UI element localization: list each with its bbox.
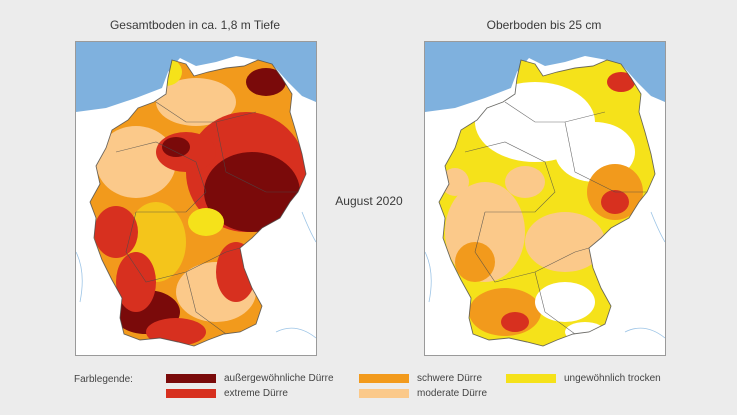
legend-swatch bbox=[166, 389, 216, 398]
legend-swatch bbox=[359, 374, 409, 383]
left-map-svg bbox=[76, 42, 316, 355]
legend-item-label: schwere Dürre bbox=[417, 373, 483, 384]
left-map-title: Gesamtboden in ca. 1,8 m Tiefe bbox=[109, 18, 281, 32]
right-map-title: Oberboden bis 25 cm bbox=[486, 18, 602, 32]
legend-swatch bbox=[506, 374, 556, 383]
period-label: August 2020 bbox=[335, 194, 403, 208]
sea-area bbox=[425, 42, 665, 112]
legend-item-label: ungewöhnlich trocken bbox=[564, 373, 661, 384]
right-map bbox=[424, 41, 666, 356]
legend-item-label: moderate Dürre bbox=[417, 388, 488, 399]
legend-item-label: extreme Dürre bbox=[224, 388, 288, 399]
legend-swatch bbox=[359, 389, 409, 398]
left-map bbox=[75, 41, 317, 356]
legend-item-label: außergewöhnliche Dürre bbox=[224, 373, 334, 384]
sea-area bbox=[76, 42, 316, 112]
legend-swatch bbox=[166, 374, 216, 383]
legend-label: Farblegende: bbox=[74, 374, 133, 385]
right-map-svg bbox=[425, 42, 665, 355]
